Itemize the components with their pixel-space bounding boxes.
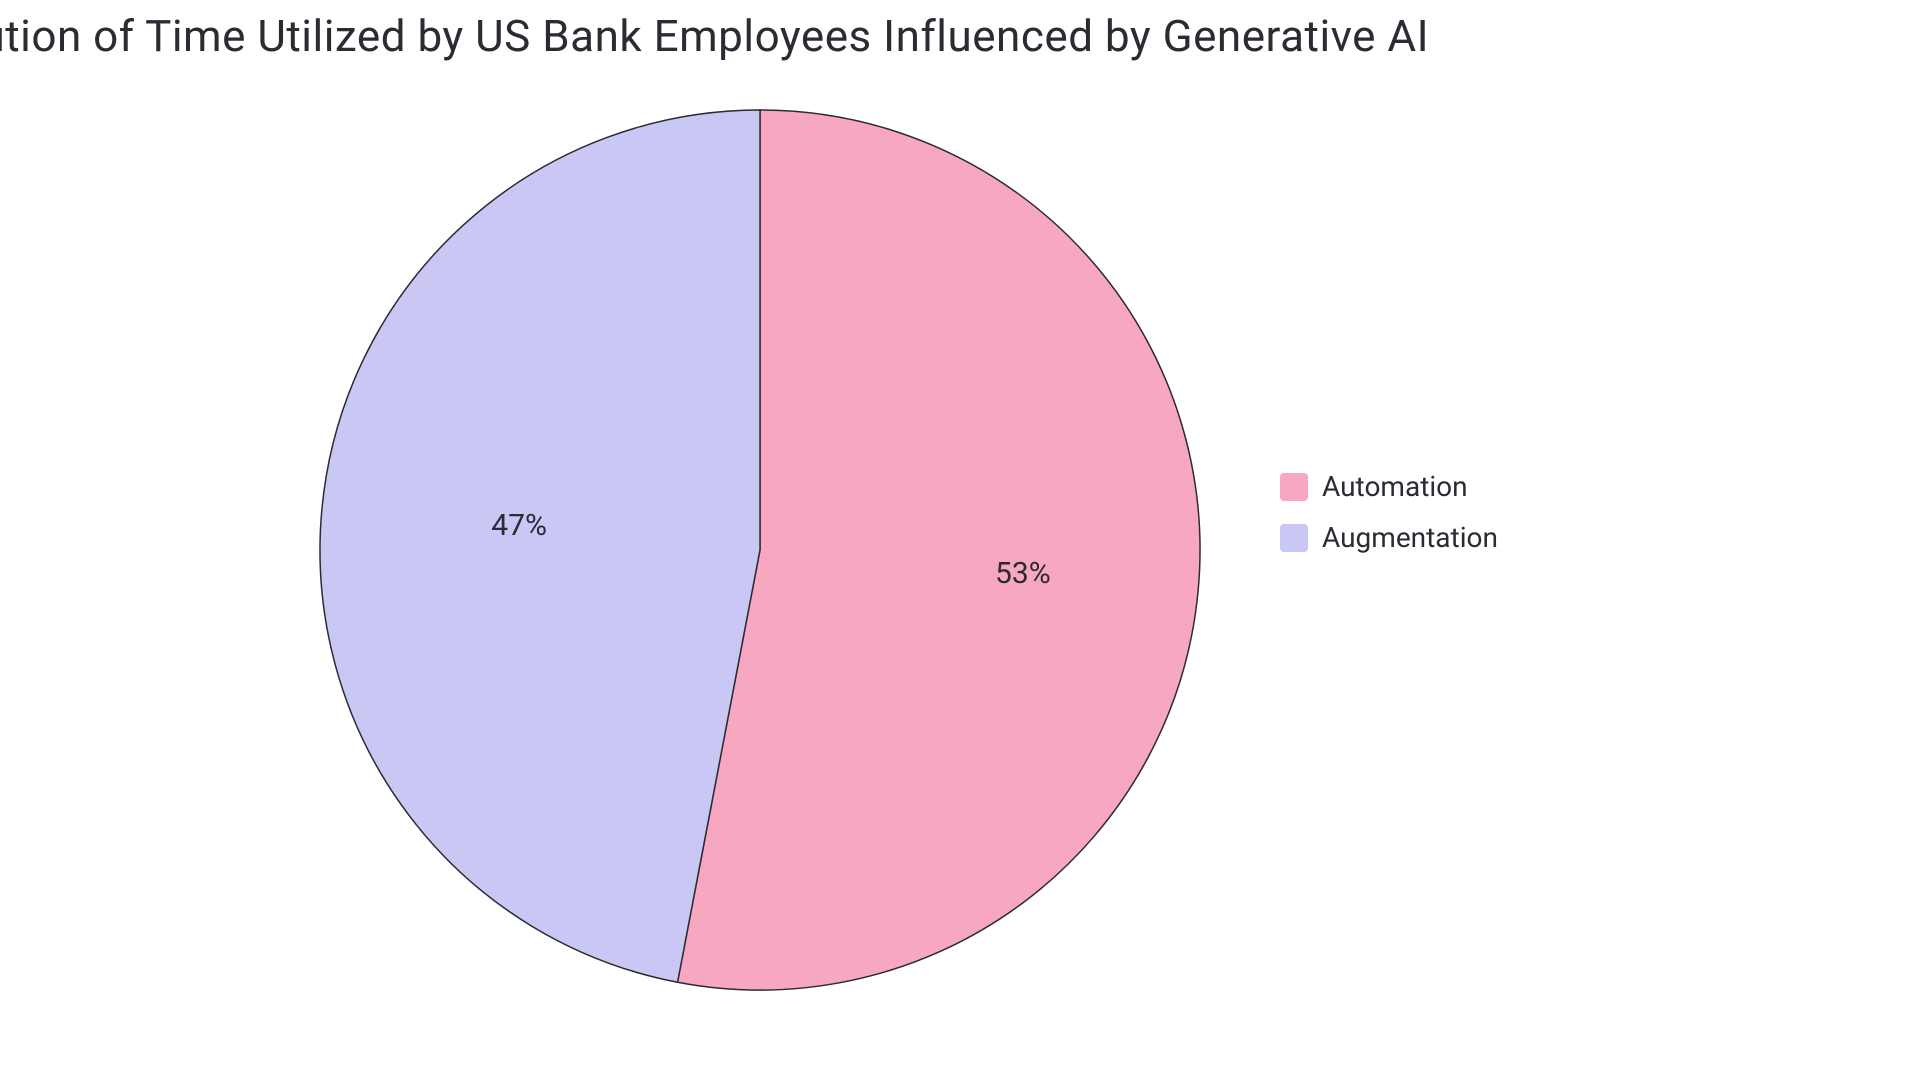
pie-slice-label-augmentation: 47% bbox=[491, 508, 547, 543]
legend-item-augmentation: Augmentation bbox=[1280, 521, 1498, 554]
legend-swatch-icon bbox=[1280, 473, 1308, 501]
chart-container: Distribution of Time Utilized by US Bank… bbox=[0, 0, 1920, 1080]
legend-swatch-icon bbox=[1280, 524, 1308, 552]
chart-title: Distribution of Time Utilized by US Bank… bbox=[0, 10, 1429, 62]
legend-item-automation: Automation bbox=[1280, 470, 1498, 503]
pie-svg: 53% 47% bbox=[310, 100, 1210, 1000]
pie-chart: 53% 47% bbox=[310, 100, 1210, 1000]
legend: Automation Augmentation bbox=[1280, 470, 1498, 554]
pie-slice-augmentation bbox=[320, 110, 760, 982]
pie-slice-label-automation: 53% bbox=[995, 556, 1051, 591]
legend-label: Augmentation bbox=[1322, 521, 1498, 554]
legend-label: Automation bbox=[1322, 470, 1468, 503]
